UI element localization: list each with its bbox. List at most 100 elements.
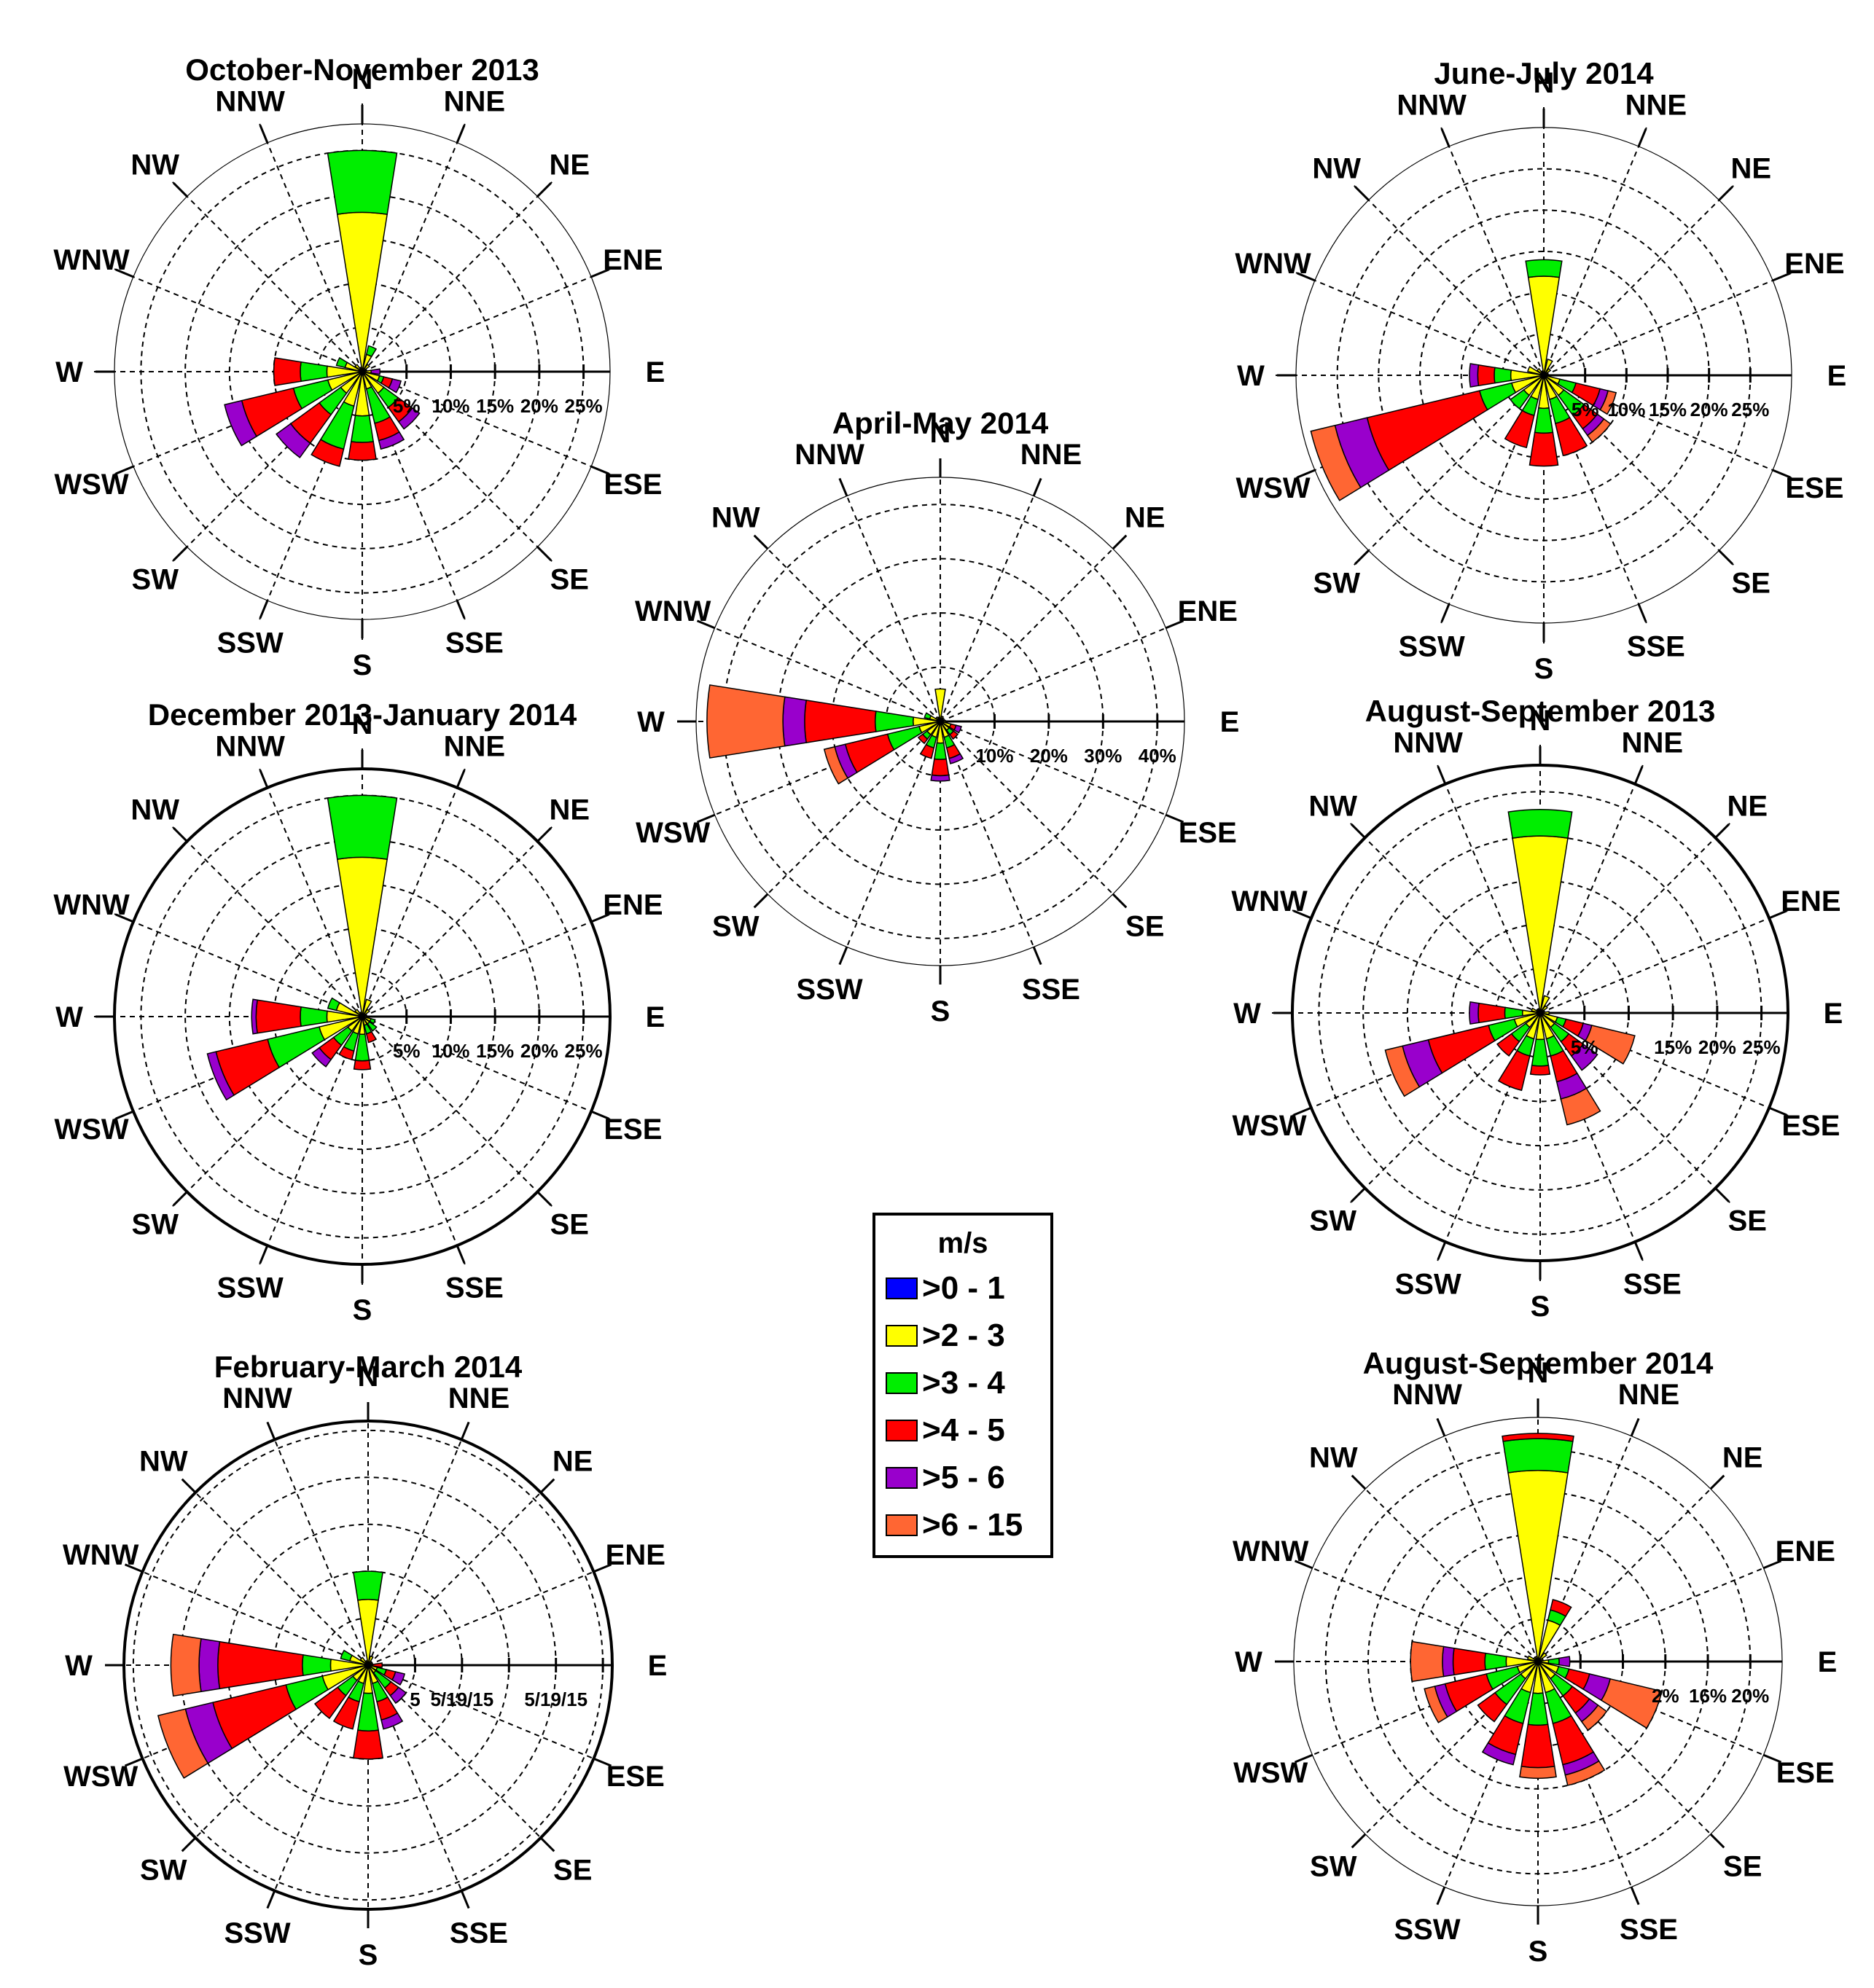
petal-segment (1537, 1652, 1547, 1662)
direction-label: WSW (55, 469, 129, 501)
direction-spoke (367, 1664, 556, 1853)
petal-segment (1543, 359, 1553, 376)
petal-segment (352, 1570, 384, 1601)
direction-label: SE (1723, 1851, 1762, 1883)
petal-segment (327, 149, 398, 215)
petal-segment (302, 1654, 332, 1676)
ring-label: 25% (1731, 399, 1769, 420)
direction-label: SW (1313, 567, 1361, 599)
petal-segment (1477, 1691, 1508, 1723)
direction-spoke (362, 123, 466, 372)
spoke-tick (1112, 534, 1128, 550)
direction-label: ESE (1785, 472, 1843, 504)
direction-label: SW (712, 911, 760, 943)
spoke-tick (1294, 1560, 1313, 1570)
spoke-tick (590, 913, 609, 923)
direction-spoke (362, 1016, 611, 1120)
legend-item: >4 - 5 (886, 1412, 1005, 1448)
spoke-tick (696, 619, 716, 630)
petal-segment (1519, 1766, 1557, 1779)
direction-spoke (1543, 272, 1792, 376)
rose-title: February-March 2014 (214, 1350, 523, 1384)
direction-label: SSW (797, 974, 863, 1006)
petal-segment (1529, 1065, 1551, 1076)
petal-segment (934, 688, 946, 722)
direction-spoke (180, 1477, 369, 1666)
petal-segment (1366, 390, 1488, 471)
petal-segment (1512, 835, 1569, 1014)
spoke-tick (1633, 766, 1644, 785)
spoke-tick (1297, 272, 1316, 282)
legend-title: m/s (937, 1227, 988, 1259)
direction-label: NE (553, 1445, 593, 1477)
spoke-tick (456, 1245, 466, 1264)
direction-spoke (1436, 1661, 1539, 1906)
spoke-tick (1709, 1474, 1725, 1490)
spoke-tick (1165, 813, 1184, 823)
petal-segment (1527, 366, 1545, 376)
direction-label: SSE (450, 1917, 508, 1949)
petal-segment (276, 423, 311, 458)
spoke-tick (1440, 128, 1451, 147)
petal-segment (311, 439, 345, 467)
direction-spoke (1350, 823, 1541, 1014)
spoke-tick (1630, 1417, 1640, 1437)
petal-segment (1477, 364, 1496, 387)
direction-spoke (1537, 1560, 1783, 1662)
direction-label: E (646, 356, 665, 388)
petal-segment (352, 1729, 384, 1760)
petal-segment (378, 431, 405, 450)
spoke-tick (593, 1757, 612, 1767)
petal-segment (367, 1021, 378, 1032)
petal-segment (391, 1671, 406, 1686)
petal-segment (300, 361, 328, 383)
direction-label: SSE (445, 1272, 504, 1304)
direction-spoke (1350, 1474, 1539, 1662)
direction-label: NE (549, 794, 590, 826)
direction-label: SE (1732, 567, 1770, 599)
spoke-tick (1112, 893, 1128, 909)
ring-label: 40% (1139, 745, 1176, 767)
legend-label: >0 - 1 (922, 1270, 1005, 1306)
petal-segment (397, 407, 421, 430)
direction-label: SE (553, 1855, 592, 1887)
spoke-tick (1772, 272, 1791, 282)
direction-label: WNW (1235, 248, 1311, 280)
petal-segment (1497, 1049, 1531, 1092)
spoke-tick (115, 465, 134, 475)
petal-segment (1504, 1006, 1523, 1020)
direction-label: NW (711, 501, 760, 533)
direction-spoke (1543, 375, 1792, 479)
petal-segment (1537, 1008, 1541, 1014)
petal-segment (362, 1009, 370, 1017)
ring-label: 20% (520, 1040, 558, 1062)
petal-segment (1469, 1001, 1480, 1025)
spoke-tick (590, 465, 609, 475)
direction-spoke (1354, 185, 1545, 376)
direction-label: SSW (1395, 1268, 1461, 1300)
direction-spoke (362, 1016, 466, 1265)
direction-label: SSE (1623, 1268, 1682, 1300)
spoke-tick (124, 1757, 144, 1767)
ring-label: 2% (1652, 1685, 1679, 1707)
spoke-tick (1714, 1187, 1730, 1202)
direction-label: S (1534, 653, 1554, 685)
direction-spoke (1539, 1012, 1644, 1261)
legend-item: >6 - 15 (886, 1507, 1023, 1543)
direction-label: E (1824, 998, 1843, 1030)
spoke-tick (1436, 1417, 1446, 1437)
petal-segment (362, 998, 372, 1017)
direction-label: NNW (1392, 1379, 1462, 1411)
direction-label: SW (132, 563, 179, 595)
spoke-tick (1032, 946, 1042, 966)
direction-label: NNW (1397, 90, 1467, 122)
spoke-tick (1768, 909, 1787, 920)
ring-label: 30% (1084, 745, 1122, 767)
petal-segment (357, 1599, 379, 1666)
spoke-tick (181, 1836, 197, 1852)
direction-label: E (1827, 360, 1847, 392)
direction-label: WNW (635, 595, 711, 627)
petal-segment (1539, 1005, 1548, 1014)
petal-segment (1541, 370, 1545, 376)
petal-segment (933, 742, 948, 760)
